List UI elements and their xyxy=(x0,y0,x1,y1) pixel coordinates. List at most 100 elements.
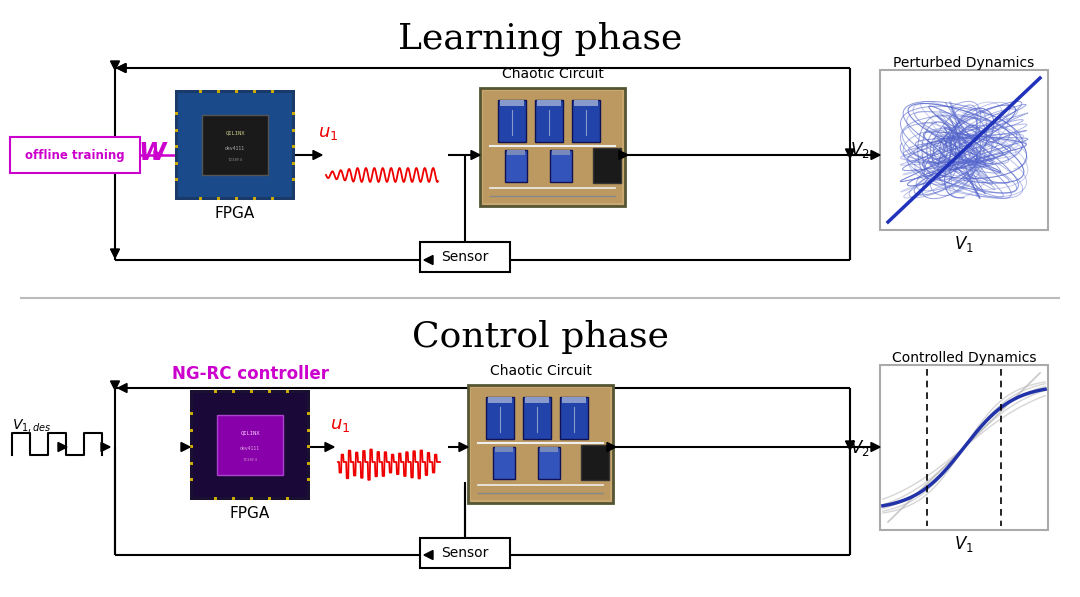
Text: Sensor: Sensor xyxy=(442,546,488,560)
Bar xyxy=(175,112,178,115)
Bar xyxy=(537,100,561,106)
Polygon shape xyxy=(459,442,468,451)
Bar xyxy=(286,390,289,393)
Bar xyxy=(561,397,588,439)
Bar xyxy=(292,112,295,115)
Bar xyxy=(535,100,563,142)
Text: $u_1$: $u_1$ xyxy=(330,416,350,434)
Bar xyxy=(492,447,515,479)
Bar xyxy=(232,497,235,500)
Bar xyxy=(253,90,256,93)
Bar xyxy=(500,100,524,106)
Bar xyxy=(880,365,1048,530)
Bar xyxy=(190,478,193,481)
Text: $V_2$: $V_2$ xyxy=(850,140,869,160)
Polygon shape xyxy=(181,442,190,451)
Bar xyxy=(217,90,220,93)
Bar xyxy=(190,445,193,448)
Bar xyxy=(190,412,193,415)
Text: NG-RC controller: NG-RC controller xyxy=(172,365,328,383)
Bar xyxy=(178,93,292,197)
Polygon shape xyxy=(110,61,120,70)
Bar xyxy=(468,385,613,503)
Bar xyxy=(480,88,625,206)
Bar xyxy=(483,91,622,203)
Bar xyxy=(486,397,514,439)
Bar xyxy=(573,100,598,106)
Bar xyxy=(199,90,202,93)
Text: W: W xyxy=(138,141,166,165)
Text: FPGA: FPGA xyxy=(230,506,270,522)
Polygon shape xyxy=(325,442,334,451)
Polygon shape xyxy=(110,381,120,390)
Text: Perturbed Dynamics: Perturbed Dynamics xyxy=(893,56,1035,70)
Bar xyxy=(488,397,512,403)
Polygon shape xyxy=(846,441,854,450)
Bar xyxy=(249,497,253,500)
Bar xyxy=(235,197,238,200)
Text: FPGA: FPGA xyxy=(215,207,255,221)
Polygon shape xyxy=(424,550,433,559)
Bar xyxy=(525,397,549,403)
Bar xyxy=(581,445,609,480)
Bar xyxy=(495,447,513,452)
Polygon shape xyxy=(117,63,126,72)
Bar xyxy=(249,390,253,393)
Bar xyxy=(175,90,295,200)
Bar xyxy=(292,178,295,181)
Bar xyxy=(175,162,178,165)
FancyBboxPatch shape xyxy=(420,242,510,272)
Bar xyxy=(175,145,178,148)
Bar xyxy=(271,197,274,200)
Bar xyxy=(307,429,310,432)
Polygon shape xyxy=(102,442,110,451)
Bar xyxy=(593,148,621,183)
Bar xyxy=(307,478,310,481)
Bar xyxy=(507,150,525,155)
Bar xyxy=(307,445,310,448)
Bar xyxy=(286,497,289,500)
Bar xyxy=(562,397,586,403)
FancyBboxPatch shape xyxy=(420,538,510,568)
Bar xyxy=(268,497,271,500)
Bar xyxy=(190,461,193,464)
Text: Controlled Dynamics: Controlled Dynamics xyxy=(892,351,1036,365)
Bar xyxy=(232,390,235,393)
Polygon shape xyxy=(870,442,880,451)
Bar xyxy=(552,150,570,155)
Bar xyxy=(217,415,283,475)
Text: Learning phase: Learning phase xyxy=(397,22,683,57)
Text: Sensor: Sensor xyxy=(442,250,488,264)
Polygon shape xyxy=(870,150,880,159)
Polygon shape xyxy=(471,150,480,159)
Text: dev4111: dev4111 xyxy=(240,445,260,451)
Text: $V_2$: $V_2$ xyxy=(850,438,869,457)
Bar xyxy=(175,178,178,181)
Text: offline training: offline training xyxy=(25,149,125,162)
Polygon shape xyxy=(110,249,120,258)
Bar xyxy=(214,497,217,500)
Polygon shape xyxy=(154,150,163,159)
Bar xyxy=(217,197,220,200)
Text: QILINX: QILINX xyxy=(226,130,245,136)
Bar xyxy=(572,100,600,142)
Bar xyxy=(307,412,310,415)
Polygon shape xyxy=(846,149,854,158)
Bar xyxy=(540,447,558,452)
Polygon shape xyxy=(118,383,127,392)
Polygon shape xyxy=(313,150,322,159)
Bar xyxy=(190,390,310,500)
Bar xyxy=(505,150,527,182)
Bar xyxy=(235,90,238,93)
Text: $V_{1,des}$: $V_{1,des}$ xyxy=(12,417,52,433)
Bar xyxy=(214,390,217,393)
Text: dev4111: dev4111 xyxy=(225,146,245,150)
Bar xyxy=(202,115,268,176)
Bar xyxy=(268,390,271,393)
FancyBboxPatch shape xyxy=(10,137,140,173)
Text: $u_1$: $u_1$ xyxy=(318,124,338,142)
Text: T238F4: T238F4 xyxy=(228,158,243,162)
Bar xyxy=(271,90,274,93)
Text: Chaotic Circuit: Chaotic Circuit xyxy=(501,67,604,81)
Polygon shape xyxy=(424,256,433,264)
